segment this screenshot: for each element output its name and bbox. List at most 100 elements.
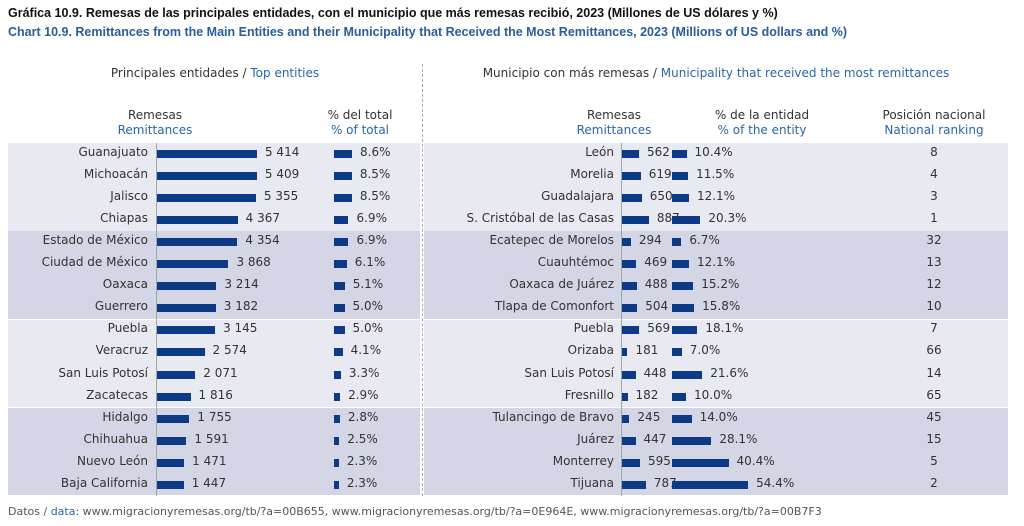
municipality-label: Morelia bbox=[570, 167, 614, 182]
municipality-pct-bar bbox=[672, 392, 686, 401]
entity-remittance-value: 3 145 bbox=[223, 321, 258, 336]
entity-label: Zacatecas bbox=[86, 387, 148, 402]
municipality-label: Juárez bbox=[577, 431, 614, 446]
municipality-remittance-bar bbox=[622, 436, 636, 445]
col-es: % de la entidad bbox=[714, 108, 810, 122]
municipality-label: Puebla bbox=[573, 321, 614, 336]
entity-remittance-value: 1 447 bbox=[191, 475, 227, 490]
entity-remittance-value: 3 214 bbox=[224, 277, 259, 292]
municipality-remittance-value: 569 bbox=[647, 321, 671, 336]
municipality-remittance-bar bbox=[622, 238, 631, 247]
municipality-pct-bar bbox=[672, 260, 689, 269]
municipality-label: León bbox=[585, 145, 614, 159]
entity-remittance-value: 3 868 bbox=[236, 255, 271, 270]
entity-label: Puebla bbox=[107, 321, 148, 336]
entity-pct-bar bbox=[334, 370, 341, 379]
municipality-pct-value: 10.4% bbox=[694, 145, 733, 159]
entity-label: Oaxaca bbox=[102, 277, 148, 292]
col-en: Remittances bbox=[117, 123, 193, 137]
municipality-label: Monterrey bbox=[552, 453, 614, 468]
entity-remittance-bar bbox=[157, 370, 196, 379]
entity-remittance-value: 4 367 bbox=[245, 211, 281, 226]
entity-remittance-bar bbox=[157, 304, 216, 313]
footer-en: data bbox=[50, 505, 76, 518]
municipality-label: Guadalajara bbox=[541, 189, 614, 204]
entity-pct-value: 8.5% bbox=[359, 167, 391, 182]
heading-en: Municipality that received the most remi… bbox=[660, 66, 950, 80]
entity-label: Hidalgo bbox=[102, 409, 148, 424]
municipality-remittance-value: 619 bbox=[648, 167, 672, 182]
municipality-pct-value: 18.1% bbox=[705, 321, 744, 336]
col-header-mun-pct: % de la entidad% of the entity bbox=[715, 108, 809, 138]
municipality-pct-value: 12.1% bbox=[696, 189, 736, 204]
national-ranking-value: 1 bbox=[930, 211, 938, 226]
entity-pct-value: 2.9% bbox=[348, 387, 379, 402]
national-ranking-value: 3 bbox=[930, 189, 938, 204]
entity-pct-bar bbox=[334, 194, 352, 203]
national-ranking-value: 32 bbox=[926, 233, 942, 248]
col-es: Remesas bbox=[586, 108, 642, 122]
entity-pct-bar bbox=[334, 436, 340, 445]
entity-pct-value: 5.0% bbox=[352, 299, 384, 314]
footer-es: Datos / bbox=[8, 505, 51, 518]
municipality-remittance-bar bbox=[622, 172, 641, 181]
entity-pct-bar bbox=[334, 304, 345, 313]
municipality-remittance-value: 182 bbox=[635, 387, 659, 402]
municipality-remittance-bar bbox=[622, 348, 628, 357]
municipality-label: S. Cristóbal de las Casas bbox=[466, 211, 614, 226]
municipality-pct-bar bbox=[672, 194, 689, 203]
col-en: National ranking bbox=[884, 123, 984, 137]
national-ranking-value: 15 bbox=[926, 431, 942, 446]
entity-label: Jalisco bbox=[110, 189, 148, 204]
row-group-band bbox=[424, 407, 1008, 496]
municipality-pct-bar bbox=[672, 304, 695, 313]
entity-pct-value: 5.1% bbox=[352, 277, 384, 292]
municipality-remittance-bar bbox=[622, 414, 630, 423]
municipality-remittance-value: 245 bbox=[637, 409, 661, 424]
municipality-remittance-bar bbox=[622, 370, 636, 379]
entity-pct-bar bbox=[334, 414, 340, 423]
col-header-entity-pct: % del total% of total bbox=[328, 108, 393, 138]
municipality-label: Orizaba bbox=[567, 343, 614, 358]
entity-label: Chiapas bbox=[100, 211, 148, 226]
municipality-pct-value: 21.6% bbox=[710, 365, 749, 380]
entity-remittance-bar bbox=[157, 348, 205, 357]
national-ranking-value: 12 bbox=[926, 277, 942, 292]
municipality-pct-bar bbox=[672, 458, 729, 467]
entity-remittance-value: 5 355 bbox=[263, 189, 299, 204]
entity-pct-bar bbox=[334, 216, 349, 225]
entity-remittance-bar bbox=[157, 414, 190, 423]
municipality-label: Fresnillo bbox=[564, 387, 614, 402]
chart-subtitle: Chart 10.9. Remittances from the Main En… bbox=[8, 25, 848, 39]
entity-pct-value: 6.1% bbox=[354, 255, 386, 270]
entity-pct-bar bbox=[334, 348, 343, 357]
left-section-heading: Principales entidades / Top entities bbox=[111, 66, 319, 80]
national-ranking-value: 14 bbox=[926, 365, 942, 380]
col-en: % of the entity bbox=[717, 123, 807, 137]
municipality-pct-value: 11.5% bbox=[696, 167, 735, 182]
municipality-pct-bar bbox=[672, 370, 703, 379]
municipality-pct-bar bbox=[672, 150, 687, 158]
col-en: % of total bbox=[330, 123, 390, 137]
entity-remittance-bar bbox=[157, 238, 238, 247]
entity-remittance-value: 1 755 bbox=[197, 409, 232, 424]
municipality-pct-value: 54.4% bbox=[756, 475, 795, 490]
municipality-label: Ecatepec de Morelos bbox=[489, 233, 614, 248]
national-ranking-value: 13 bbox=[926, 255, 942, 270]
national-ranking-value: 45 bbox=[926, 409, 942, 424]
entity-remittance-bar bbox=[157, 260, 229, 269]
entity-remittance-value: 2 574 bbox=[212, 343, 247, 358]
entity-remittance-value: 5 409 bbox=[264, 167, 300, 182]
municipality-remittance-value: 562 bbox=[647, 145, 670, 159]
municipality-remittance-bar bbox=[622, 480, 646, 489]
entity-remittance-value: 1 591 bbox=[194, 431, 229, 446]
footer-urls: : www.migracionyremesas.org/tb/?a=00B655… bbox=[75, 505, 822, 518]
col-en: Remittances bbox=[576, 123, 652, 137]
municipality-pct-bar bbox=[672, 282, 694, 291]
entity-pct-bar bbox=[334, 392, 341, 401]
municipality-remittance-bar bbox=[622, 392, 628, 401]
entity-label: Michoacán bbox=[83, 167, 148, 182]
municipality-label: Tijuana bbox=[570, 475, 614, 490]
national-ranking-value: 2 bbox=[930, 475, 938, 490]
entity-remittance-bar bbox=[157, 172, 257, 181]
